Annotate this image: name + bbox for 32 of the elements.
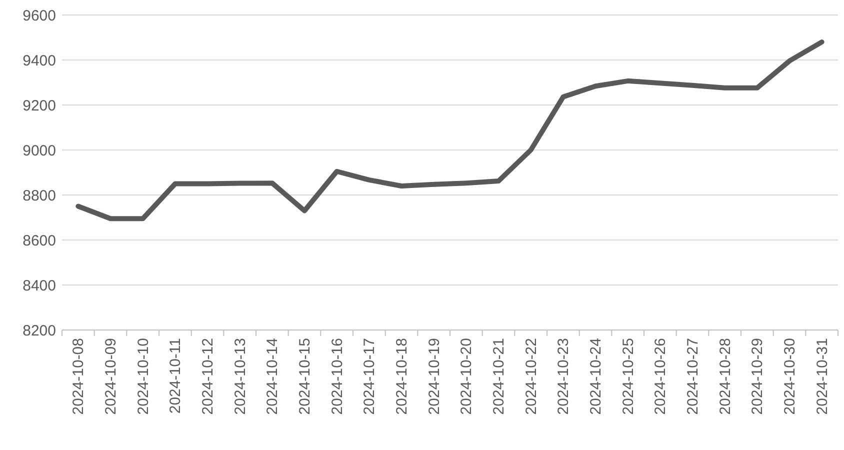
x-tick-label: 2024-10-21 (490, 338, 508, 415)
x-tick-label: 2024-10-14 (264, 338, 282, 415)
y-tick-label: 8400 (22, 277, 56, 294)
y-tick-label: 9600 (22, 7, 56, 24)
x-tick-label: 2024-10-16 (328, 338, 346, 415)
x-tick-label: 2024-10-20 (458, 338, 476, 415)
x-tick-label: 2024-10-17 (361, 338, 378, 415)
x-tick-label: 2024-10-25 (620, 338, 637, 415)
x-tick-label: 2024-10-28 (716, 338, 734, 415)
x-tick-label: 2024-10-27 (684, 338, 702, 415)
x-tick-label: 2024-10-30 (782, 338, 798, 415)
x-tick-label: 2024-10-11 (167, 338, 184, 414)
x-tick-label: 2024-10-08 (70, 338, 88, 415)
x-tick-label: 2024-10-18 (394, 338, 410, 415)
y-tick-label: 9400 (22, 52, 56, 70)
y-tick-label: 8800 (22, 187, 56, 204)
y-tick-label: 8600 (22, 232, 56, 250)
x-tick-label: 2024-10-10 (134, 338, 152, 415)
y-tick-label: 9000 (22, 142, 56, 160)
x-tick-label: 2024-10-13 (232, 338, 249, 415)
x-tick-label: 2024-10-12 (200, 338, 216, 415)
x-tick-label: 2024-10-29 (749, 338, 766, 415)
x-tick-label: 2024-10-19 (426, 338, 443, 415)
x-tick-label: 2024-10-09 (102, 338, 120, 415)
x-tick-label: 2024-10-31 (814, 338, 831, 415)
x-tick-label: 2024-10-15 (296, 338, 314, 415)
y-tick-label: 8200 (22, 322, 56, 340)
x-tick-label: 2024-10-22 (522, 338, 540, 415)
x-tick-label: 2024-10-24 (588, 338, 604, 415)
x-tick-label: 2024-10-26 (652, 338, 670, 415)
y-tick-label: 9200 (22, 97, 56, 114)
x-tick-label: 2024-10-23 (555, 338, 572, 415)
